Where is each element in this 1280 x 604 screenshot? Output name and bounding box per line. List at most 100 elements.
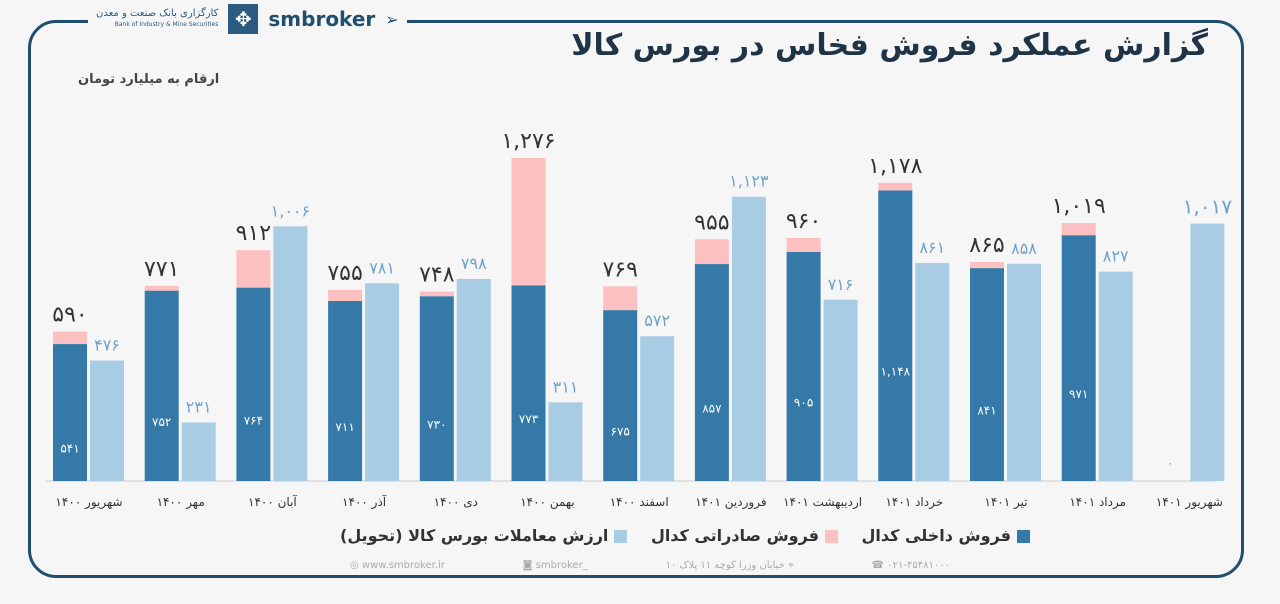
- bar-exchange: [1098, 271, 1133, 481]
- label-kedal-total: ۷۵۵: [327, 261, 362, 286]
- footer-phone: ☎ ۰۲۱-۴۵۴۸۱۰۰۰: [871, 560, 950, 571]
- frame-border: [28, 20, 1244, 578]
- x-tick-label: مهر ۱۴۰۰: [157, 495, 205, 510]
- bar-export: [878, 182, 913, 191]
- label-domestic: ۱,۱۴۸: [880, 365, 910, 379]
- label-domestic: ۷۵۲: [152, 415, 171, 429]
- label-domestic: ۵۴۱: [60, 442, 79, 456]
- label-domestic: ۷۱۱: [335, 420, 354, 434]
- x-tick-label: آذر ۱۴۰۰: [342, 494, 387, 510]
- label-exchange: ۷۸۱: [369, 258, 395, 277]
- logo-text: کارگزاری بانک صنعت و معدن Bank of Industr…: [96, 8, 219, 28]
- bar-exchange: [365, 283, 400, 481]
- bar-export: [694, 239, 729, 265]
- bar-export: [511, 158, 546, 286]
- bar-domestic: [970, 268, 1004, 481]
- bar-export: [236, 250, 271, 288]
- bar-domestic: [786, 251, 821, 481]
- footer: ◎ www.smbroker.ir ◙ smbroker_ ⌖ خیابان و…: [350, 560, 950, 571]
- bar-export: [419, 291, 454, 297]
- bar-export: [144, 285, 179, 291]
- unit-note: ارقام به میلیارد تومان: [78, 72, 220, 87]
- location-pin-icon: ⌖: [788, 560, 794, 571]
- bank-logo-icon: ✥: [228, 4, 259, 34]
- label-domestic: ۷۶۴: [244, 413, 263, 427]
- legend-exchange: ارزش معاملات بورس کالا (تحویل): [340, 526, 628, 545]
- logo: کارگزاری بانک صنعت و معدن Bank of Industr…: [88, 4, 407, 34]
- label-exchange: ۱,۱۲۳: [729, 172, 769, 191]
- label-exchange: ۱,۰۰۶: [271, 201, 310, 220]
- label-exchange: ۷۹۸: [461, 254, 487, 273]
- phone-icon: ☎: [871, 560, 885, 571]
- bar-domestic: [53, 344, 87, 481]
- bar-domestic: [694, 264, 729, 481]
- bar-export: [328, 289, 363, 302]
- legend-swatch: [614, 530, 628, 543]
- footer-instagram[interactable]: ◙ smbroker_: [522, 560, 588, 571]
- label-exchange: ۸۲۷: [1103, 247, 1129, 266]
- x-tick-label: شهریور ۱۴۰۰: [55, 495, 122, 510]
- bar-exchange: [181, 422, 216, 481]
- label-exchange: ۴۷۶: [94, 336, 120, 355]
- label-kedal-total: ۵۹۰: [52, 303, 87, 328]
- label-domestic: ۷۳۰: [427, 418, 446, 432]
- bar-domestic: [511, 285, 546, 481]
- bar-export: [53, 331, 87, 345]
- bar-domestic: [419, 296, 454, 481]
- label-kedal-total: ۱,۰۱۹: [1052, 194, 1106, 219]
- label-kedal-total: ۷۷۱: [144, 257, 179, 282]
- bar-exchange: [456, 278, 491, 481]
- globe-icon: ◎: [350, 560, 359, 571]
- bar-export: [1061, 223, 1096, 236]
- label-kedal-total: ۹۶۰: [786, 209, 821, 234]
- x-tick-label: شهریور ۱۴۰۱: [1156, 495, 1223, 510]
- legend-swatch: [1017, 530, 1030, 543]
- label-domestic: ۹۷۱: [1069, 387, 1088, 401]
- bar-domestic: [144, 290, 179, 481]
- label-domestic: ۷۷۳: [519, 412, 539, 426]
- legend-swatch: [825, 530, 839, 543]
- bar-domestic: [236, 287, 271, 481]
- bar-exchange: [1007, 263, 1041, 481]
- bar-domestic: [878, 190, 913, 482]
- bar-domestic: [603, 310, 638, 481]
- x-tick-label: فروردین ۱۴۰۱: [695, 495, 766, 510]
- bar-exchange: [731, 196, 766, 482]
- bar-export: [786, 237, 821, 252]
- legend: فروش داخلی کدال فروش صادراتی کدال ارزش م…: [340, 526, 1030, 545]
- bar-exchange: [273, 226, 308, 481]
- bar-export: [970, 262, 1004, 269]
- page-title: گزارش عملکرد فروش فخاس در بورس کالا: [571, 28, 1208, 63]
- paper-plane-icon: ➢: [385, 9, 399, 29]
- label-exchange: ۱,۰۱۷: [1183, 195, 1233, 219]
- bar-exchange: [1190, 223, 1225, 482]
- bar-domestic: [328, 301, 363, 481]
- label-domestic: ۶۷۵: [611, 425, 630, 439]
- bar-export: [603, 286, 638, 311]
- label-kedal-total: ۱,۱۷۸: [868, 154, 922, 179]
- instagram-icon: ◙: [522, 560, 533, 571]
- x-tick-label: تیر ۱۴۰۱: [984, 495, 1027, 510]
- label-exchange: ۷۱۶: [828, 275, 854, 294]
- label-domestic: ۹۰۵: [794, 395, 813, 409]
- label-kedal-total: ۷۶۹: [602, 257, 637, 282]
- brand-name: smbroker: [268, 7, 376, 31]
- label-kedal-total: ۹۵۵: [694, 210, 729, 235]
- legend-domestic: فروش داخلی کدال: [862, 526, 1030, 545]
- footer-website[interactable]: ◎ www.smbroker.ir: [350, 560, 445, 571]
- x-tick-label: اردیبهشت ۱۴۰۱: [783, 495, 862, 510]
- label-kedal-total: ۸۶۵: [969, 233, 1004, 258]
- x-tick-label: مرداد ۱۴۰۱: [1069, 495, 1126, 510]
- x-tick-label: خرداد ۱۴۰۱: [885, 495, 943, 510]
- x-tick-label: آبان ۱۴۰۰: [248, 494, 297, 509]
- label-exchange: ۲۳۱: [186, 398, 212, 417]
- bar-exchange: [548, 402, 583, 481]
- bar-domestic: [1061, 235, 1096, 481]
- bar-exchange: [90, 360, 124, 481]
- label-exchange: ۸۵۸: [1011, 239, 1037, 258]
- label-domestic: ۸۴۱: [977, 404, 996, 418]
- footer-address: ⌖ خیابان وزرا کوچه ۱۱ پلاک ۱۰: [665, 560, 794, 571]
- label-exchange: ۳۱۱: [553, 377, 579, 396]
- label-exchange: ۵۷۲: [644, 311, 670, 330]
